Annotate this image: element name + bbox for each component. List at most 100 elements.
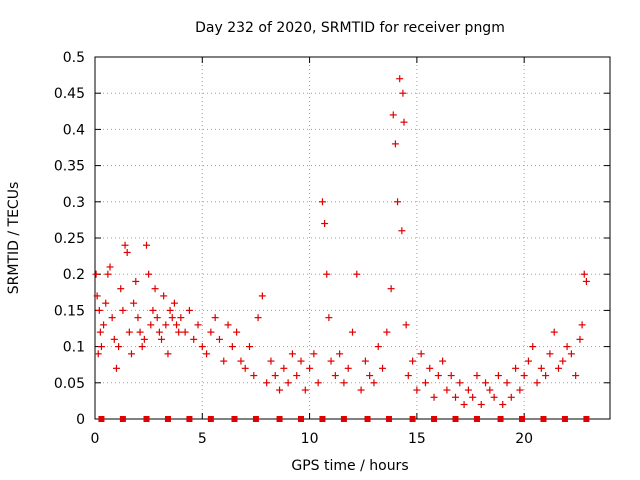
data-point xyxy=(452,393,459,401)
data-point xyxy=(138,343,146,351)
data-point xyxy=(288,350,296,358)
data-point xyxy=(97,343,105,351)
data-point xyxy=(132,277,140,285)
data-point xyxy=(366,372,374,380)
data-point xyxy=(134,314,142,322)
data-point xyxy=(512,364,520,372)
data-point xyxy=(563,343,571,351)
x-tick-label: 0 xyxy=(91,431,100,447)
data-point xyxy=(106,263,114,271)
data-point xyxy=(383,328,391,336)
gap-marker xyxy=(340,416,347,422)
gap-marker xyxy=(540,416,547,422)
gap-marker xyxy=(207,416,214,422)
y-tick-label: 0.05 xyxy=(54,376,85,392)
gap-marker xyxy=(431,416,438,422)
data-point xyxy=(203,350,211,358)
data-point xyxy=(145,270,153,278)
data-point xyxy=(417,350,425,358)
gap-marker xyxy=(98,416,105,422)
data-point xyxy=(164,350,172,358)
data-point xyxy=(387,285,395,293)
data-point xyxy=(555,364,562,372)
data-point xyxy=(215,335,223,343)
data-point xyxy=(398,227,406,235)
data-point xyxy=(399,89,407,97)
data-point xyxy=(100,321,108,329)
x-tick-label: 20 xyxy=(515,431,533,447)
data-point xyxy=(130,299,138,307)
data-point xyxy=(439,357,447,365)
y-tick-label: 0.35 xyxy=(54,159,85,175)
data-point xyxy=(153,314,161,322)
data-point xyxy=(421,379,429,387)
data-point xyxy=(293,372,301,380)
data-point xyxy=(426,364,434,372)
gap-marker xyxy=(143,416,150,422)
data-point xyxy=(110,335,118,343)
data-point xyxy=(464,386,472,394)
gap-marker xyxy=(409,416,416,422)
data-point xyxy=(327,357,335,365)
data-point xyxy=(314,379,322,387)
data-point xyxy=(175,328,183,336)
data-point xyxy=(173,321,181,329)
data-point xyxy=(443,386,451,394)
data-point xyxy=(340,379,348,387)
data-point xyxy=(102,299,110,307)
gap-marker xyxy=(519,416,526,422)
y-axis-label: SRMTID / TECUs xyxy=(6,182,22,295)
data-point xyxy=(170,299,178,307)
data-point xyxy=(233,328,241,336)
gap-marker xyxy=(164,416,171,422)
data-point xyxy=(370,379,378,387)
data-point xyxy=(117,285,125,293)
gap-marker xyxy=(561,416,568,422)
data-point xyxy=(112,364,120,372)
data-point xyxy=(127,350,135,358)
data-point xyxy=(582,277,590,285)
data-point xyxy=(494,372,502,380)
data-point xyxy=(166,306,174,314)
gap-marker xyxy=(119,416,126,422)
data-point xyxy=(516,386,524,394)
data-point xyxy=(394,198,402,206)
data-point xyxy=(151,285,159,293)
data-point xyxy=(284,379,292,387)
data-point xyxy=(162,321,170,329)
data-point xyxy=(576,335,584,343)
data-point xyxy=(211,314,219,322)
gap-marker xyxy=(231,416,238,422)
data-point xyxy=(391,140,399,148)
data-point xyxy=(301,386,309,394)
data-point xyxy=(263,379,271,387)
x-axis: 0 5 10 15 20 xyxy=(91,57,533,447)
data-point xyxy=(434,372,442,380)
data-point xyxy=(402,321,410,329)
data-point xyxy=(396,75,404,83)
data-point xyxy=(331,372,339,380)
data-point xyxy=(119,306,127,314)
data-point xyxy=(143,241,150,249)
y-tick-label: 0.5 xyxy=(63,50,85,66)
data-point xyxy=(250,372,258,380)
data-point xyxy=(572,372,580,380)
data-point xyxy=(155,328,163,336)
data-point xyxy=(567,350,575,358)
data-point xyxy=(115,343,123,351)
data-point xyxy=(344,364,352,372)
data-point xyxy=(104,270,112,278)
data-point xyxy=(379,364,387,372)
gap-marker xyxy=(385,416,392,422)
data-point xyxy=(140,335,148,343)
data-point xyxy=(185,306,193,314)
x-tick-label: 10 xyxy=(301,431,319,447)
gap-marker xyxy=(583,416,590,422)
gap-marker xyxy=(252,416,259,422)
data-point xyxy=(456,379,464,387)
data-point xyxy=(374,343,382,351)
data-point xyxy=(228,343,236,351)
data-point xyxy=(177,314,185,322)
data-point xyxy=(503,379,511,387)
data-point xyxy=(323,270,331,278)
